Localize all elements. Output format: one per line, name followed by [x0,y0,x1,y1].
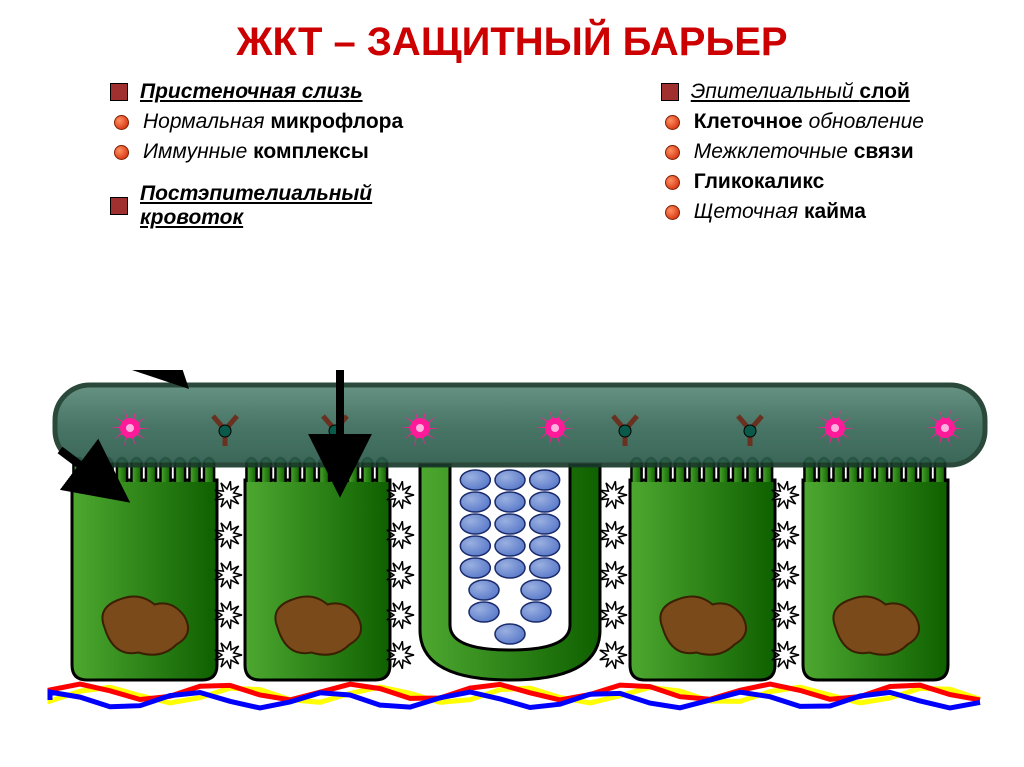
pointer-arrow [100,370,180,380]
legend-left-column: Пристеночная слизь Нормальная микрофлора И… [110,80,403,236]
square-bullet-icon [110,83,128,101]
legend-item: Щеточная кайма [661,200,924,224]
circle-bullet-icon [665,175,680,190]
legend-item: Эпителиальный слой [661,80,924,104]
tight-junction [215,481,242,509]
legend-label: Клеточное обновление [694,110,924,134]
legend-label: Межклеточные связи [694,140,914,164]
tight-junction [600,641,627,669]
legend-item: Нормальная микрофлора [110,110,403,134]
circle-bullet-icon [665,115,680,130]
legend-label: Гликокаликс [694,170,825,194]
legend-label: Нормальная микрофлора [143,110,403,134]
legend-item: Гликокаликс [661,170,924,194]
epithelial-cell [803,458,948,680]
epithelial-cell [72,458,217,680]
tight-junction [600,601,627,629]
tight-junction [215,641,242,669]
legend-label: Эпителиальный слой [691,80,910,104]
tight-junction [600,521,627,549]
tight-junction [215,601,242,629]
square-bullet-icon [661,83,679,101]
tight-junction [600,481,627,509]
legend-item: Клеточное обновление [661,110,924,134]
circle-bullet-icon [114,115,129,130]
mucus-layer [55,385,985,465]
epithelial-cell [245,458,390,680]
legend-area: Пристеночная слизь Нормальная микрофлора И… [0,80,1024,236]
circle-bullet-icon [114,145,129,160]
legend-item: Пристеночная слизь [110,80,403,104]
tight-junction [215,561,242,589]
page-title: ЖКТ – ЗАЩИТНЫЙ БАРЬЕР [0,0,1024,80]
legend-label: Постэпителиальныйкровоток [140,182,372,230]
circle-bullet-icon [665,145,680,160]
legend-label: Иммунные комплексы [143,140,369,164]
legend-label: Щеточная кайма [694,200,866,224]
legend-item: Иммунные комплексы [110,140,403,164]
square-bullet-icon [110,197,128,215]
legend-label: Пристеночная слизь [140,80,363,104]
legend-item: Межклеточные связи [661,140,924,164]
legend-right-column: Эпителиальный слой Клеточное обновление Ме… [661,80,924,236]
legend-item: Постэпителиальныйкровоток [110,182,403,230]
circle-bullet-icon [665,205,680,220]
goblet-cell [420,465,600,680]
tight-junction [600,561,627,589]
epithelial-cell [630,458,775,680]
barrier-diagram [0,370,1024,740]
tight-junction [215,521,242,549]
